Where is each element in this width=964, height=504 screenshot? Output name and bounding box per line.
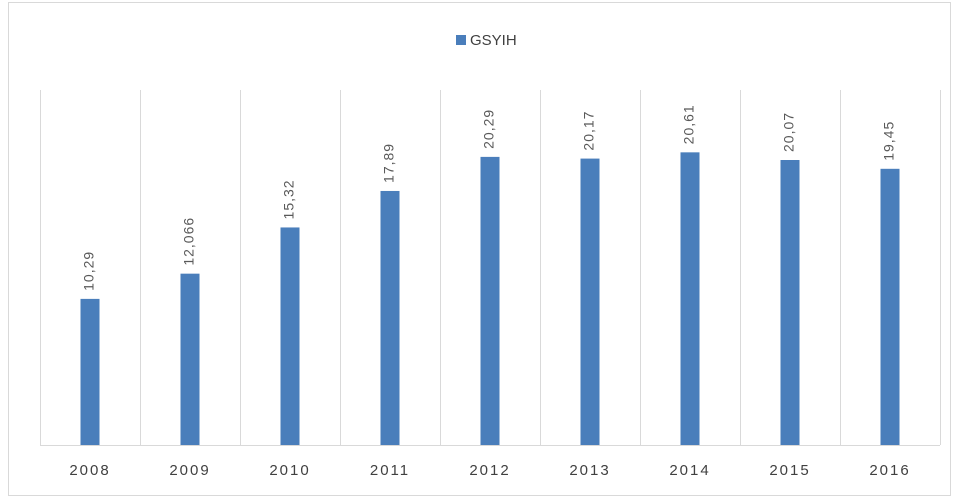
x-tick-label: 2011: [370, 462, 410, 479]
bar: [580, 158, 600, 445]
bar: [780, 160, 800, 446]
bar: [280, 227, 300, 445]
data-label: 10,29: [81, 251, 97, 291]
x-tick-label: 2015: [769, 462, 810, 479]
bar: [480, 156, 500, 445]
bar: [680, 152, 700, 445]
data-label: 20,07: [781, 112, 797, 152]
data-label: 20,61: [681, 104, 697, 144]
data-label: 17,89: [381, 143, 397, 183]
data-label: 12,066: [181, 217, 197, 266]
data-label: 20,29: [481, 109, 497, 149]
data-label: 15,32: [281, 179, 297, 219]
chart-border: [8, 2, 951, 496]
x-tick-label: 2009: [169, 462, 210, 479]
bar: [380, 190, 400, 445]
legend-label: GSYIH: [470, 32, 517, 49]
x-tick-label: 2014: [669, 462, 710, 479]
x-tick-label: 2008: [69, 462, 110, 479]
bar: [80, 298, 100, 445]
bar: [180, 273, 200, 445]
x-tick-label: 2013: [569, 462, 610, 479]
x-tick-label: 2016: [869, 462, 910, 479]
data-label: 19,45: [881, 121, 897, 161]
legend-swatch: [456, 35, 466, 45]
x-tick-label: 2012: [469, 462, 510, 479]
bar: [880, 168, 900, 445]
x-tick-label: 2010: [269, 462, 310, 479]
data-label: 20,17: [581, 111, 597, 151]
